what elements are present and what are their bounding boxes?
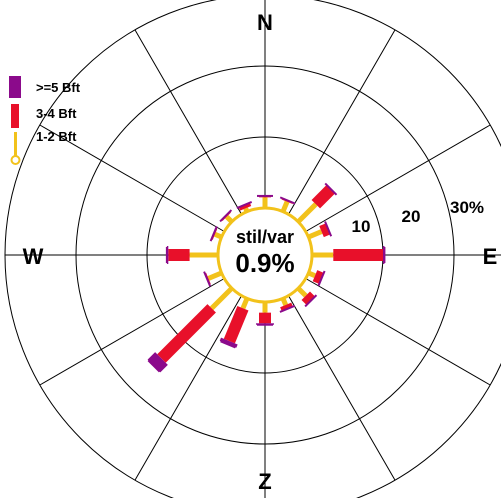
- ring-label-10: 10: [352, 217, 371, 236]
- spoke-30: [288, 29, 396, 215]
- bar-segment-ZW-12Bft: [209, 286, 234, 311]
- wind-bars: [147, 182, 386, 373]
- bar-segment-ZZW-12Bft: [240, 297, 250, 310]
- calm-circle: [216, 206, 314, 304]
- spoke-150: [288, 295, 396, 481]
- bar-segment-WZW-12Bft: [207, 270, 223, 281]
- legend-swatch-3-4bft: [11, 104, 19, 128]
- bar-ZW: [147, 286, 234, 373]
- bar-segment-OZO-34Bft: [312, 270, 324, 284]
- bar-segment-NO-12Bft: [296, 202, 318, 224]
- bar-cap-ONO: [324, 221, 333, 237]
- bar-segment-Z-34Bft: [259, 312, 271, 324]
- spoke-330: [134, 29, 242, 215]
- bar-cap-NW: [219, 209, 233, 223]
- bar-segment-N-12Bft: [262, 197, 268, 208]
- bar-cap-NNO: [279, 196, 296, 205]
- bar-cap-OZO: [317, 270, 326, 287]
- legend-marker-1-2bft: [10, 155, 21, 165]
- bar-segment-O-34Bft: [333, 249, 383, 261]
- bar-segment-W-34Bft: [168, 249, 190, 261]
- ring-label-20: 20: [402, 207, 421, 226]
- compass-north: N: [257, 10, 273, 35]
- bar-NO: [296, 182, 338, 224]
- bar-WZW: [203, 270, 223, 287]
- bar-cap-NO: [324, 182, 338, 196]
- bar-cap-ZW: [147, 359, 161, 373]
- compass-east: E: [483, 244, 498, 269]
- bar-Z: [256, 302, 274, 326]
- bar-segment-W-12Bft: [189, 252, 218, 258]
- bar-segment-ZW-34Bft: [157, 304, 216, 363]
- bar-segment-ZZW-34Bft: [223, 305, 249, 344]
- bar-segment-ZZO-34Bft: [280, 302, 293, 312]
- bar-ONO: [307, 221, 333, 240]
- spoke-300: [39, 124, 225, 232]
- bar-O: [312, 246, 386, 264]
- bar-segment-ZW-5Bft: [147, 352, 168, 373]
- bar-segment-Z-12Bft: [262, 302, 268, 313]
- spoke-210: [134, 295, 242, 481]
- spoke-120: [305, 278, 491, 386]
- bar-cap-ZZW: [220, 340, 236, 349]
- bar-segment-NO-34Bft: [311, 184, 336, 209]
- bar-cap-WNW: [209, 225, 218, 242]
- bar-W: [165, 246, 218, 264]
- bar-segment-ZZW-5Bft: [219, 337, 238, 348]
- legend-swatch-1-2bft: [14, 132, 17, 156]
- legend-label-3-4bft: 3-4 Bft: [36, 106, 77, 121]
- bar-segment-NNO-12Bft: [280, 200, 290, 213]
- compass-south: Z: [258, 469, 271, 494]
- bar-N: [257, 194, 273, 208]
- bar-ZZW: [219, 297, 250, 349]
- bar-segment-ONO-34Bft: [319, 223, 331, 238]
- ring-label-30: 30%: [450, 198, 484, 217]
- bar-cap-WZW: [203, 271, 212, 287]
- legend-label-5bft: >=5 Bft: [36, 80, 81, 95]
- bar-segment-ZO-34Bft: [301, 291, 316, 306]
- spoke-240: [39, 278, 225, 386]
- calm-value: 0.9%: [235, 248, 294, 278]
- spoke-60: [305, 124, 491, 232]
- bar-segment-NNW-34Bft: [238, 202, 252, 211]
- legend-swatch-5bft: [9, 76, 21, 98]
- compass-west: W: [23, 244, 44, 269]
- calm-label: stil/var: [236, 227, 294, 247]
- bar-cap-ZZO: [279, 304, 296, 313]
- bar-cap-ZO: [304, 294, 318, 308]
- bar-segment-ONO-12Bft: [307, 229, 323, 240]
- legend: >=5 Bft 3-4 Bft 1-2 Bft: [9, 76, 81, 165]
- bar-cap-NNW: [236, 201, 253, 210]
- bar-segment-O-12Bft: [312, 252, 334, 258]
- bar-NNO: [279, 196, 296, 213]
- legend-label-1-2bft: 1-2 Bft: [36, 129, 77, 144]
